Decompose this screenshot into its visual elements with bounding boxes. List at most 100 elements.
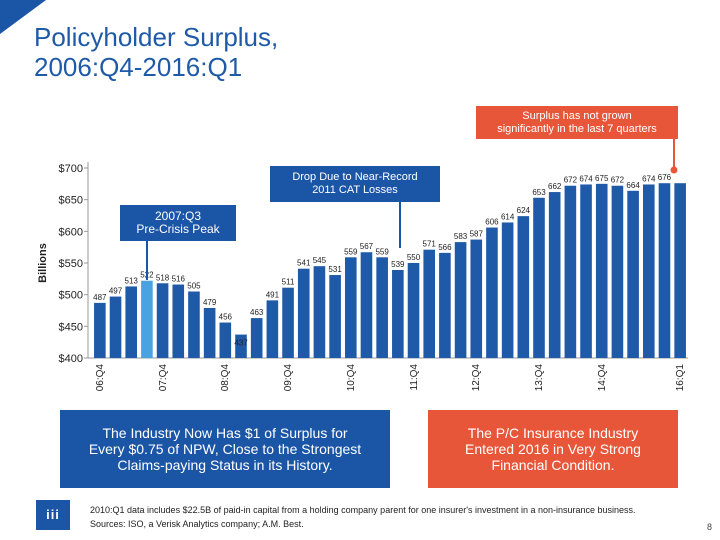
bar bbox=[219, 322, 232, 358]
y-tick-label: $700 bbox=[59, 163, 83, 175]
bar-value-label: 672 bbox=[611, 176, 625, 185]
bar bbox=[564, 185, 577, 358]
callout-peak-line-1: 2007:Q3 bbox=[154, 209, 202, 223]
bar-value-label: 674 bbox=[642, 174, 656, 183]
bar bbox=[454, 242, 467, 358]
bar-value-label: 531 bbox=[328, 265, 342, 274]
bar bbox=[203, 307, 216, 358]
bar-value-label: 437 bbox=[234, 339, 248, 348]
bar bbox=[109, 296, 122, 358]
x-tick-label: 09:Q4 bbox=[283, 364, 294, 392]
bar-value-label: 587 bbox=[470, 230, 484, 239]
y-tick-label: $500 bbox=[59, 290, 83, 302]
bar bbox=[423, 249, 436, 358]
panel-left-line-1: The Industry Now Has $1 of Surplus for bbox=[102, 425, 348, 441]
y-tick-label: $650 bbox=[59, 195, 83, 207]
panel-right-line-3: Financial Condition. bbox=[491, 457, 615, 473]
x-tick-label: 13:Q4 bbox=[534, 364, 545, 392]
y-axis-label: Billions bbox=[37, 243, 49, 283]
bar bbox=[642, 184, 655, 358]
bar bbox=[533, 197, 545, 358]
x-tick-label: 12:Q4 bbox=[471, 364, 482, 392]
bar-value-label: 676 bbox=[658, 173, 672, 182]
bar bbox=[674, 183, 686, 358]
panel-left-line-2: Every $0.75 of NPW, Close to the Stronge… bbox=[88, 441, 362, 457]
bar-value-label: 566 bbox=[438, 243, 452, 252]
callout-pre-crisis-peak: 2007:Q3 Pre-Crisis Peak bbox=[120, 205, 236, 241]
bar bbox=[595, 183, 608, 358]
bar bbox=[250, 318, 263, 358]
bar bbox=[156, 283, 169, 358]
x-tick-label: 07:Q4 bbox=[158, 364, 169, 392]
callout-no-growth: Surplus has not grown significantly in t… bbox=[476, 106, 678, 139]
bar-value-label: 545 bbox=[313, 256, 327, 265]
bar bbox=[407, 263, 420, 358]
bar bbox=[188, 291, 200, 358]
x-tick-label: 14:Q4 bbox=[597, 364, 608, 392]
x-tick-label: 11:Q4 bbox=[409, 364, 420, 391]
title-line-2: 2006:Q4-2016:Q1 bbox=[34, 52, 243, 82]
bar-value-label: 672 bbox=[564, 176, 578, 185]
bar bbox=[94, 302, 106, 358]
x-tick-label: 08:Q4 bbox=[220, 364, 231, 392]
page-number: 8 bbox=[706, 522, 712, 532]
x-tick-label: 16:Q1 bbox=[675, 364, 686, 392]
panel-right-line-1: The P/C Insurance Industry bbox=[467, 425, 639, 441]
bar-value-label: 505 bbox=[187, 282, 201, 291]
x-axis: 06:Q4 07:Q4 08:Q4 09:Q4 10:Q4 11:Q4 12:Q4 13:Q4… bbox=[95, 364, 686, 392]
bar-value-label: 497 bbox=[109, 287, 123, 296]
bar-value-label: 664 bbox=[626, 181, 640, 190]
bar bbox=[501, 222, 514, 358]
surplus-bar-chart: $400 $450 $500 $550 $600 $650 $700 Billions 487… bbox=[37, 139, 688, 392]
bar-value-label: 559 bbox=[344, 247, 358, 256]
x-tick-label: 10:Q4 bbox=[346, 364, 357, 392]
bar-value-label: 559 bbox=[375, 247, 389, 256]
bar-value-label: 456 bbox=[219, 313, 233, 322]
bar-value-label: 606 bbox=[485, 218, 499, 227]
panel-right-line-2: Entered 2016 in Very Strong bbox=[465, 441, 641, 457]
x-tick-label: 06:Q4 bbox=[95, 364, 106, 392]
bar bbox=[392, 269, 404, 358]
bar-value-label: 571 bbox=[423, 240, 437, 249]
bar bbox=[548, 192, 561, 358]
footnote: 2010:Q1 data includes $22.5B of paid-in … bbox=[90, 503, 636, 531]
bar-value-label: 541 bbox=[297, 259, 311, 268]
footnote-line-1: 2010:Q1 data includes $22.5B of paid-in … bbox=[90, 505, 636, 515]
bar bbox=[313, 266, 326, 358]
bar-value-label: 516 bbox=[172, 275, 186, 284]
bar-value-label: 511 bbox=[282, 278, 295, 287]
bar bbox=[627, 190, 639, 358]
callout-connectors bbox=[146, 139, 678, 280]
bar bbox=[517, 216, 530, 358]
callout-peak-line-2: Pre-Crisis Peak bbox=[136, 222, 220, 236]
bar bbox=[658, 183, 671, 358]
bar bbox=[172, 284, 185, 358]
callout-cat-losses: Drop Due to Near-Record 2011 CAT Losses bbox=[270, 166, 440, 202]
bar-value-label: 583 bbox=[454, 232, 468, 241]
callout-no-growth-dot bbox=[670, 166, 678, 174]
bar bbox=[297, 268, 310, 358]
panel-left-line-3: Claims-paying Status in its History. bbox=[117, 457, 333, 473]
footnote-line-2: Sources: ISO, a Verisk Analytics company… bbox=[90, 519, 304, 529]
bar-value-label: 675 bbox=[595, 174, 609, 183]
bar bbox=[329, 275, 341, 358]
bar bbox=[266, 300, 279, 358]
page-title: Policyholder Surplus, 2006:Q4-2016:Q1 bbox=[34, 22, 278, 82]
bars bbox=[94, 183, 686, 358]
bar-value-label: 487 bbox=[93, 293, 107, 302]
bar bbox=[344, 257, 357, 358]
bar bbox=[282, 287, 294, 358]
panel-surplus-ratio: The Industry Now Has $1 of Surplus for E… bbox=[60, 410, 390, 488]
panel-financial-condition: The P/C Insurance Industry Entered 2016 … bbox=[428, 410, 678, 488]
bar bbox=[611, 185, 624, 358]
bar-value-label: 479 bbox=[203, 298, 217, 307]
bar-value-label: 674 bbox=[579, 174, 593, 183]
y-tick-label: $450 bbox=[59, 321, 83, 333]
callout-no-growth-line-1: Surplus has not grown bbox=[522, 109, 632, 122]
y-tick-label: $600 bbox=[59, 226, 83, 238]
bar bbox=[376, 257, 388, 358]
bar-value-label: 550 bbox=[407, 253, 421, 262]
iii-logo: iii bbox=[36, 500, 70, 530]
bar-value-label: 662 bbox=[548, 182, 562, 191]
bar-value-label: 614 bbox=[501, 212, 515, 221]
